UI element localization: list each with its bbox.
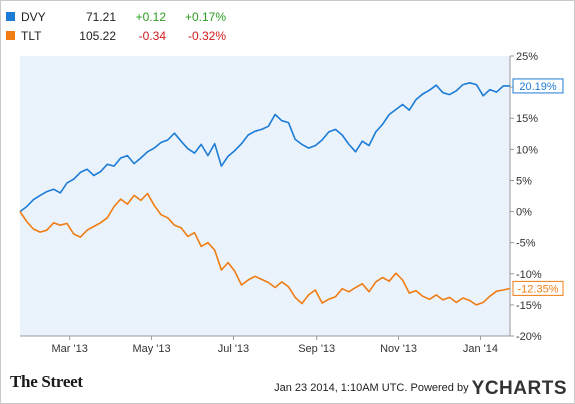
series-line-tlt xyxy=(19,192,511,306)
footer-timestamp: Jan 23 2014, 1:10AM UTC. xyxy=(274,382,408,394)
end-label-box-dvy xyxy=(512,78,564,94)
legend: DVY 71.21 +0.12 +0.17% TLT 105.22 -0.34 … xyxy=(6,10,246,48)
x-axis: Mar '13 May '13 Jul '13 Sep '13 Nov '13 Jan '… xyxy=(20,335,510,355)
y-tick-label: -5% xyxy=(516,238,536,250)
x-tick-label: Jul '13 xyxy=(218,343,249,355)
y-tick-label: 5% xyxy=(516,175,532,187)
series-layer xyxy=(19,82,511,306)
legend-change-tlt: -0.34 xyxy=(138,29,166,43)
footer-credit: Jan 23 2014, 1:10AM UTC. Powered by YCHA… xyxy=(274,378,567,400)
y-tick-label: 10% xyxy=(516,144,538,156)
legend-change-dvy: +0.12 xyxy=(135,10,166,24)
y-tick-label: 0% xyxy=(516,207,532,219)
y-tick-label: -10% xyxy=(516,269,542,281)
x-tick-label: Sep '13 xyxy=(298,343,335,355)
legend-swatch-dvy xyxy=(6,12,15,21)
x-tick-label: Nov '13 xyxy=(380,343,417,355)
legend-price-dvy: 71.21 xyxy=(85,10,116,24)
legend-price-tlt: 105.22 xyxy=(79,29,116,43)
thestreet-logo: The Street xyxy=(10,372,83,391)
legend-pct-tlt: -0.32% xyxy=(187,29,226,43)
x-tick-label: Mar '13 xyxy=(51,343,87,355)
end-labels: 20.19% -12.35% xyxy=(512,78,564,296)
end-label-tlt: -12.35% xyxy=(518,283,559,295)
x-tick-label: Jan '14 xyxy=(463,343,498,355)
legend-pct-dvy: +0.17% xyxy=(184,10,226,24)
legend-row-dvy[interactable]: DVY 71.21 +0.12 +0.17% xyxy=(6,10,246,29)
legend-swatch-tlt xyxy=(6,31,15,40)
y-tick-label: -15% xyxy=(516,300,542,312)
end-label-dvy: 20.19% xyxy=(519,81,557,93)
legend-name-tlt: TLT xyxy=(21,29,42,43)
series-line-dvy xyxy=(19,82,510,213)
y-tick-label: -20% xyxy=(516,331,542,343)
y-axis: 25%20%15%10%5%0%-5%-10%-15%-20% xyxy=(509,51,542,343)
plot-area xyxy=(20,56,510,336)
y-tick-label: 15% xyxy=(516,113,538,125)
legend-name-dvy: DVY xyxy=(21,10,46,24)
y-tick-label: 25% xyxy=(516,51,538,63)
legend-row-tlt[interactable]: TLT 105.22 -0.34 -0.32% xyxy=(6,29,246,48)
ycharts-logo[interactable]: YCHARTS xyxy=(471,378,567,399)
end-label-box-tlt xyxy=(512,280,564,296)
footer-powered-by: Powered by xyxy=(410,382,469,394)
x-tick-label: May '13 xyxy=(132,343,170,355)
